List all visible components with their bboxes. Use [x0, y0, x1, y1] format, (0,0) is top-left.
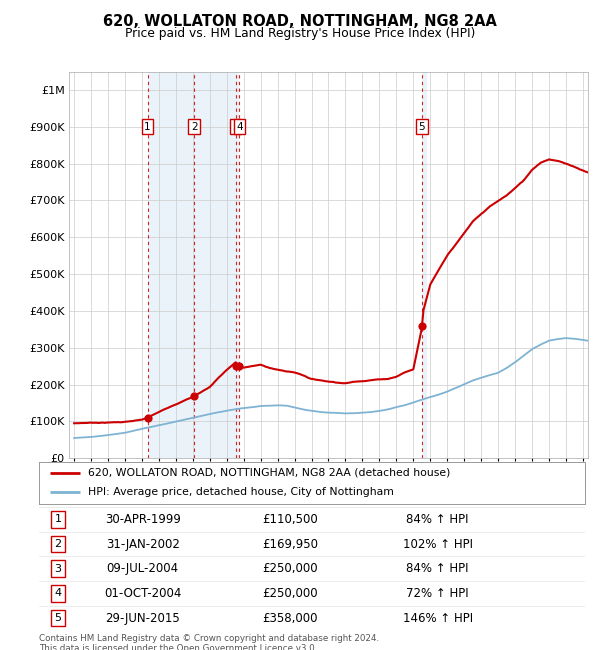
Text: Contains HM Land Registry data © Crown copyright and database right 2024.
This d: Contains HM Land Registry data © Crown c… [39, 634, 379, 650]
Bar [422, 72, 427, 458]
Text: HPI: Average price, detached house, City of Nottingham: HPI: Average price, detached house, City… [88, 488, 394, 497]
Text: Price paid vs. HM Land Registry's House Price Index (HPI): Price paid vs. HM Land Registry's House … [125, 27, 475, 40]
Text: £250,000: £250,000 [262, 562, 318, 575]
Text: 102% ↑ HPI: 102% ↑ HPI [403, 538, 473, 551]
Bar [148, 72, 239, 458]
Text: 01-OCT-2004: 01-OCT-2004 [104, 587, 181, 600]
Text: £169,950: £169,950 [262, 538, 318, 551]
Text: 09-JUL-2004: 09-JUL-2004 [107, 562, 179, 575]
Text: 1: 1 [55, 514, 62, 525]
Text: 146% ↑ HPI: 146% ↑ HPI [403, 612, 473, 625]
Text: 30-APR-1999: 30-APR-1999 [105, 513, 181, 526]
Text: 84% ↑ HPI: 84% ↑ HPI [406, 513, 469, 526]
Point [190, 391, 199, 401]
Point [231, 361, 241, 371]
Text: 3: 3 [232, 122, 239, 132]
Text: 4: 4 [55, 588, 62, 599]
Text: 4: 4 [236, 122, 243, 132]
Text: 5: 5 [55, 613, 62, 623]
Text: 29-JUN-2015: 29-JUN-2015 [106, 612, 180, 625]
Text: 620, WOLLATON ROAD, NOTTINGHAM, NG8 2AA: 620, WOLLATON ROAD, NOTTINGHAM, NG8 2AA [103, 14, 497, 29]
Text: 2: 2 [55, 539, 62, 549]
Text: 5: 5 [418, 122, 425, 132]
Text: £250,000: £250,000 [262, 587, 318, 600]
Text: 72% ↑ HPI: 72% ↑ HPI [406, 587, 469, 600]
Text: 31-JAN-2002: 31-JAN-2002 [106, 538, 179, 551]
Text: 2: 2 [191, 122, 197, 132]
Point [143, 412, 152, 423]
Text: 84% ↑ HPI: 84% ↑ HPI [406, 562, 469, 575]
Text: £358,000: £358,000 [262, 612, 318, 625]
Text: 3: 3 [55, 564, 62, 574]
Point [417, 321, 427, 332]
Text: 1: 1 [144, 122, 151, 132]
Text: £110,500: £110,500 [262, 513, 318, 526]
Point [235, 361, 244, 371]
Text: 620, WOLLATON ROAD, NOTTINGHAM, NG8 2AA (detached house): 620, WOLLATON ROAD, NOTTINGHAM, NG8 2AA … [88, 468, 451, 478]
